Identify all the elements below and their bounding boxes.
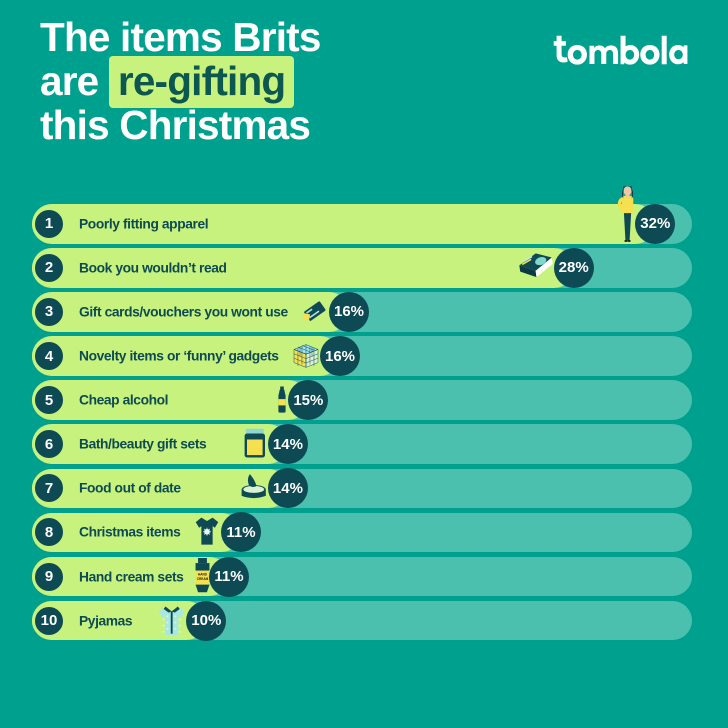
svg-text:HAND: HAND [198, 572, 208, 576]
svg-text:CREAM: CREAM [197, 577, 209, 581]
